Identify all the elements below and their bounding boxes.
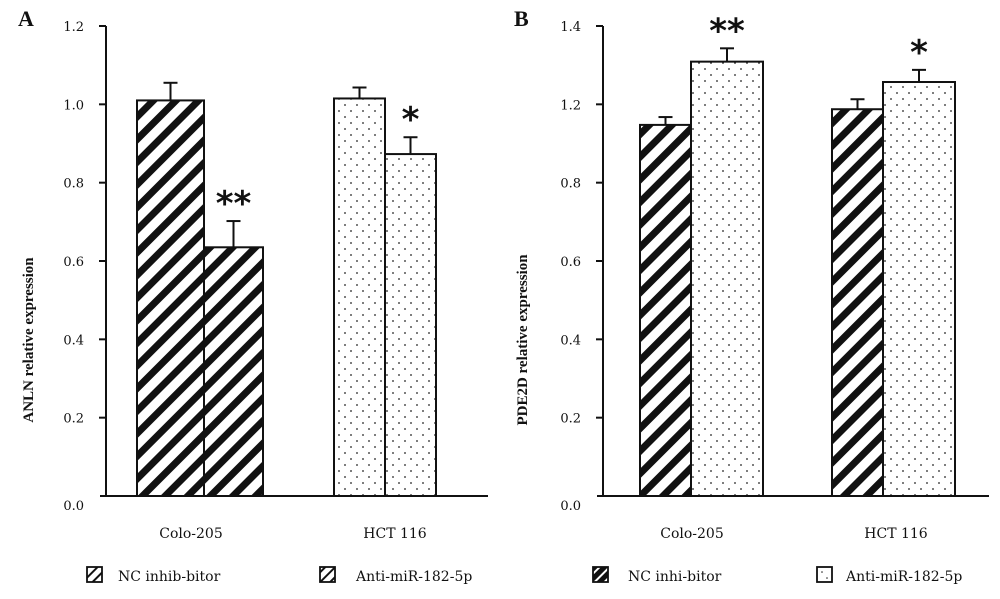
y-tick-label: 1.2: [560, 98, 581, 113]
bar: [136, 99, 205, 498]
panel-letter: A: [18, 6, 34, 31]
y-tick-label: 0.0: [63, 499, 84, 514]
x-tick-label: HCT 116: [864, 526, 928, 542]
legend-swatch-dot: [826, 577, 828, 579]
bar: [882, 81, 956, 497]
y-axis-label: ANLN relative expression: [21, 257, 37, 423]
legend-swatch-icon: [86, 566, 103, 583]
x-tick-label: Colo-205: [159, 526, 223, 542]
y-ticks: 0.0 0.2 0.4 0.6 0.8 1.2 1.4: [560, 20, 603, 514]
bars: ***: [639, 11, 956, 498]
legend-swatch-dot: [821, 571, 823, 573]
bar: [333, 97, 386, 497]
x-tick-labels: Colo-205 HCT 116: [159, 526, 427, 542]
bars: ***: [136, 81, 437, 498]
x-tick-label: Colo-205: [660, 526, 724, 542]
x-tick-labels: Colo-205 HCT 116: [660, 526, 928, 542]
panel-b: B PDE2D relative expression 0.0 0.2 0.4 0.6…: [514, 6, 989, 585]
legend-label: Anti-miR-182-5p: [845, 569, 962, 585]
y-tick-label: 1.0: [63, 98, 84, 113]
significance-marker: *: [910, 33, 928, 73]
panel-letter: B: [514, 6, 529, 31]
panel-a: A ANLN relative expression 0.00.20.40.60…: [18, 6, 488, 585]
legend-label: NC inhib-bitor: [118, 569, 221, 585]
x-tick-label: HCT 116: [363, 526, 427, 542]
y-ticks: 0.0 0.2 0.4 0.6 0.8 1.0 1.2: [63, 20, 106, 514]
bar: [690, 60, 764, 498]
significance-marker: **: [709, 11, 745, 51]
significance-marker: *: [402, 100, 420, 140]
legend: NC inhib-bitor Anti-miR-182-5p: [86, 566, 472, 585]
y-tick-label: 0.2: [560, 412, 581, 427]
significance-marker: **: [216, 184, 252, 224]
bar: [203, 246, 264, 497]
legend: NC inhi-bitor Anti-miR-182-5p: [592, 566, 962, 585]
legend-swatch-icon: [592, 566, 609, 583]
y-tick-label: 0.6: [560, 255, 581, 270]
y-tick-label: 0.6: [63, 255, 84, 270]
y-tick-label: 0.0: [560, 499, 581, 514]
y-tick-label: 0.2: [63, 412, 84, 427]
y-tick-label: 0.8: [560, 177, 581, 192]
axes: [597, 26, 989, 497]
bar: [831, 108, 884, 498]
legend-label: NC inhi-bitor: [628, 569, 722, 585]
y-tick-label: 0.4: [63, 333, 84, 348]
y-axis-label: PDE2D relative expression: [515, 254, 531, 426]
bar: [384, 153, 437, 497]
bar: [639, 123, 692, 497]
legend-swatch-icon: [319, 566, 336, 583]
y-tick-label: 0.4: [560, 333, 581, 348]
y-tick-label: 1.4: [560, 20, 581, 35]
y-tick-label: 0.8: [63, 177, 84, 192]
legend-label: Anti-miR-182-5p: [355, 569, 472, 585]
y-tick-label: 1.2: [63, 20, 84, 35]
axes: [100, 26, 488, 497]
legend-swatch-icon: [816, 566, 833, 583]
